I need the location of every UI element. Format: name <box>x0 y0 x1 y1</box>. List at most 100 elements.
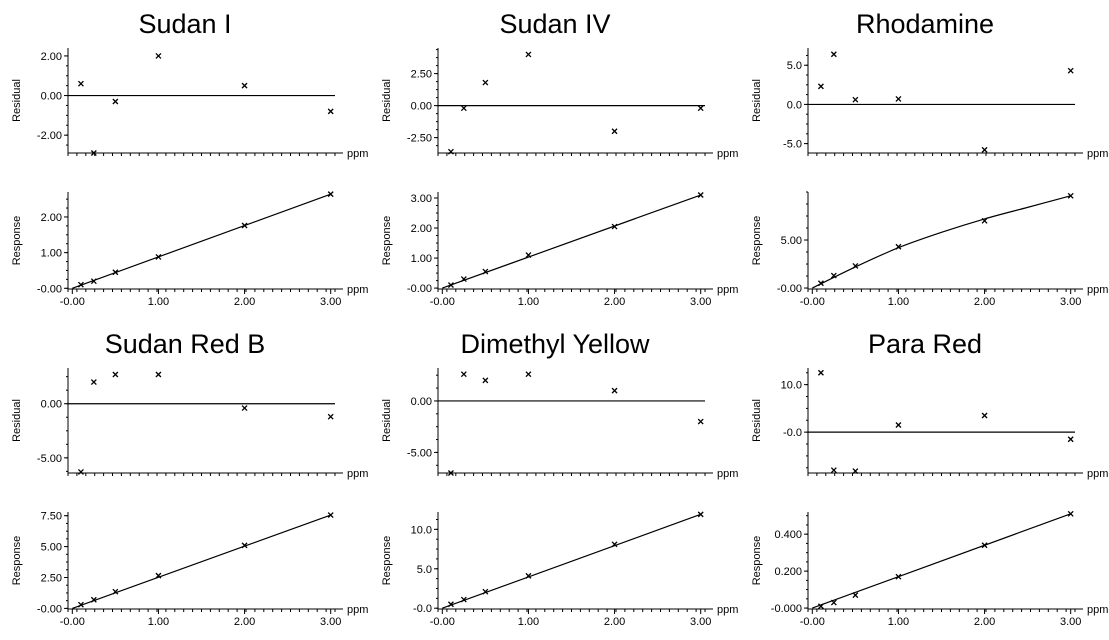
response-axis-label: Response <box>381 536 393 586</box>
y-tick-label: 0.0 <box>787 99 802 111</box>
residual-axis-label: Residual <box>11 79 23 122</box>
y-tick-label: -2.50 <box>407 133 432 145</box>
x-tick-label: 3.00 <box>690 616 711 628</box>
response-point <box>895 573 902 580</box>
y-tick-label: 2.00 <box>41 212 62 224</box>
residual-point <box>525 371 532 378</box>
response-point <box>830 599 837 606</box>
residual-point <box>460 371 467 378</box>
residual-point <box>155 52 162 59</box>
response-point <box>830 272 837 279</box>
residual-subplot: -0.0 10.0 Residual ppm <box>751 368 1108 480</box>
response-point <box>447 282 454 289</box>
response-point <box>112 269 119 276</box>
residual-point <box>482 377 489 384</box>
x-tick-label: 1.00 <box>148 296 169 308</box>
y-tick-label: 5.0 <box>787 60 802 72</box>
y-tick-label: 7.50 <box>41 511 62 523</box>
chart-title: Sudan IV <box>499 9 611 39</box>
residual-subplot: -5.00 0.00 Residual ppm <box>11 368 368 480</box>
x-tick-label: 1.00 <box>888 296 909 308</box>
y-tick-label: -5.00 <box>407 447 432 459</box>
response-axis-label: Response <box>11 216 23 266</box>
response-point <box>112 588 119 595</box>
x-unit-label: ppm <box>717 468 738 480</box>
response-point <box>155 572 162 579</box>
response-axis-label: Response <box>751 216 763 266</box>
x-tick-label: 1.00 <box>888 616 909 628</box>
fit-line <box>812 195 1071 289</box>
y-tick-label: -0.00 <box>777 283 802 295</box>
x-tick-label: 3.00 <box>1060 296 1081 308</box>
y-tick-label: -2.00 <box>37 130 62 142</box>
y-tick-label: -0.00 <box>37 283 62 295</box>
residual-point <box>817 369 824 376</box>
response-point <box>241 222 248 229</box>
residual-subplot: -5.00 0.00 Residual ppm <box>381 368 738 480</box>
residual-point <box>697 418 704 425</box>
x-tick-label: 3.00 <box>690 296 711 308</box>
x-tick-label: 2.00 <box>604 616 625 628</box>
x-tick-label: -0.00 <box>430 616 455 628</box>
response-point <box>852 262 859 269</box>
x-tick-label: -0.00 <box>60 296 85 308</box>
y-tick-label: 0.00 <box>41 91 62 103</box>
y-tick-label: -0.00 <box>37 603 62 615</box>
y-tick-label: -5.00 <box>37 453 62 465</box>
y-tick-label: 0.400 <box>774 529 802 541</box>
x-tick-label: 2.00 <box>974 296 995 308</box>
response-axis-label: Response <box>381 216 393 266</box>
chart-panel-sudan-i: Sudan I -2.00 0.00 2.00 Residual ppm -0.00 1.0… <box>0 0 370 320</box>
y-tick-label: 1.00 <box>41 248 62 260</box>
response-point <box>852 592 859 599</box>
chart-title: Sudan I <box>138 9 232 39</box>
residual-point <box>155 371 162 378</box>
chart-plot: -5.0 0.0 5.0 Residual ppm -0.00 5.00 Response pp… <box>751 48 1108 308</box>
residual-point <box>1067 67 1074 74</box>
y-tick-label: 2.50 <box>411 69 432 81</box>
residual-point <box>112 98 119 105</box>
residual-axis-label: Residual <box>381 399 393 442</box>
y-tick-label: 0.00 <box>411 396 432 408</box>
residual-point <box>482 79 489 86</box>
residual-point <box>611 387 618 394</box>
chart-title: Dimethyl Yellow <box>460 329 650 359</box>
response-point <box>460 276 467 283</box>
x-tick-label: -0.00 <box>60 616 85 628</box>
x-unit-label: ppm <box>1087 604 1108 616</box>
response-point <box>611 223 618 230</box>
y-tick-label: -0.000 <box>771 603 802 615</box>
fit-line <box>72 514 331 609</box>
y-tick-label: 0.00 <box>41 399 62 411</box>
fit-line <box>812 513 1071 609</box>
y-tick-label: -0.0 <box>783 427 802 439</box>
y-tick-label: 1.00 <box>411 253 432 265</box>
residual-subplot: -2.50 0.00 2.50 Residual ppm <box>381 48 738 160</box>
response-point <box>1067 510 1074 517</box>
y-tick-label: 5.00 <box>781 235 802 247</box>
residual-point <box>981 146 988 153</box>
x-tick-label: -0.00 <box>800 616 825 628</box>
y-tick-label: 0.00 <box>411 101 432 113</box>
response-subplot: -0.00 2.50 5.00 7.50 Response ppm -0.00 1.00 2.0… <box>11 511 368 628</box>
residual-point <box>77 468 84 475</box>
residual-subplot: -5.0 0.0 5.0 Residual ppm <box>751 48 1108 160</box>
x-unit-label: ppm <box>1087 468 1108 480</box>
chart-plot: -5.00 0.00 Residual ppm -0.0 5.0 10.0 Response p… <box>381 368 738 628</box>
fit-line <box>442 194 701 289</box>
y-tick-label: 5.0 <box>417 564 432 576</box>
x-tick-label: 1.00 <box>518 616 539 628</box>
y-tick-label: 3.00 <box>411 193 432 205</box>
x-unit-label: ppm <box>717 148 738 160</box>
x-tick-label: 1.00 <box>148 616 169 628</box>
response-point <box>90 596 97 603</box>
residual-point <box>327 413 334 420</box>
y-tick-label: 2.00 <box>411 223 432 235</box>
residual-axis-label: Residual <box>751 399 763 442</box>
residual-point <box>90 150 97 156</box>
residual-point <box>611 128 618 135</box>
x-unit-label: ppm <box>717 284 738 296</box>
residual-point <box>1067 436 1074 443</box>
response-subplot: -0.00 5.00 Response ppm -0.00 1.00 2.00 3.00 <box>751 191 1108 308</box>
residual-axis-label: Residual <box>11 399 23 442</box>
